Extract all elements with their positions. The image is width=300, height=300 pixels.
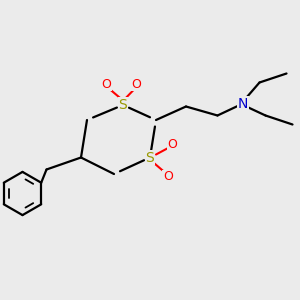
Text: O: O [102,77,111,91]
Text: O: O [132,77,141,91]
Text: O: O [168,137,177,151]
Text: N: N [238,97,248,110]
Text: S: S [146,151,154,164]
Text: O: O [163,170,173,184]
Text: S: S [118,98,127,112]
